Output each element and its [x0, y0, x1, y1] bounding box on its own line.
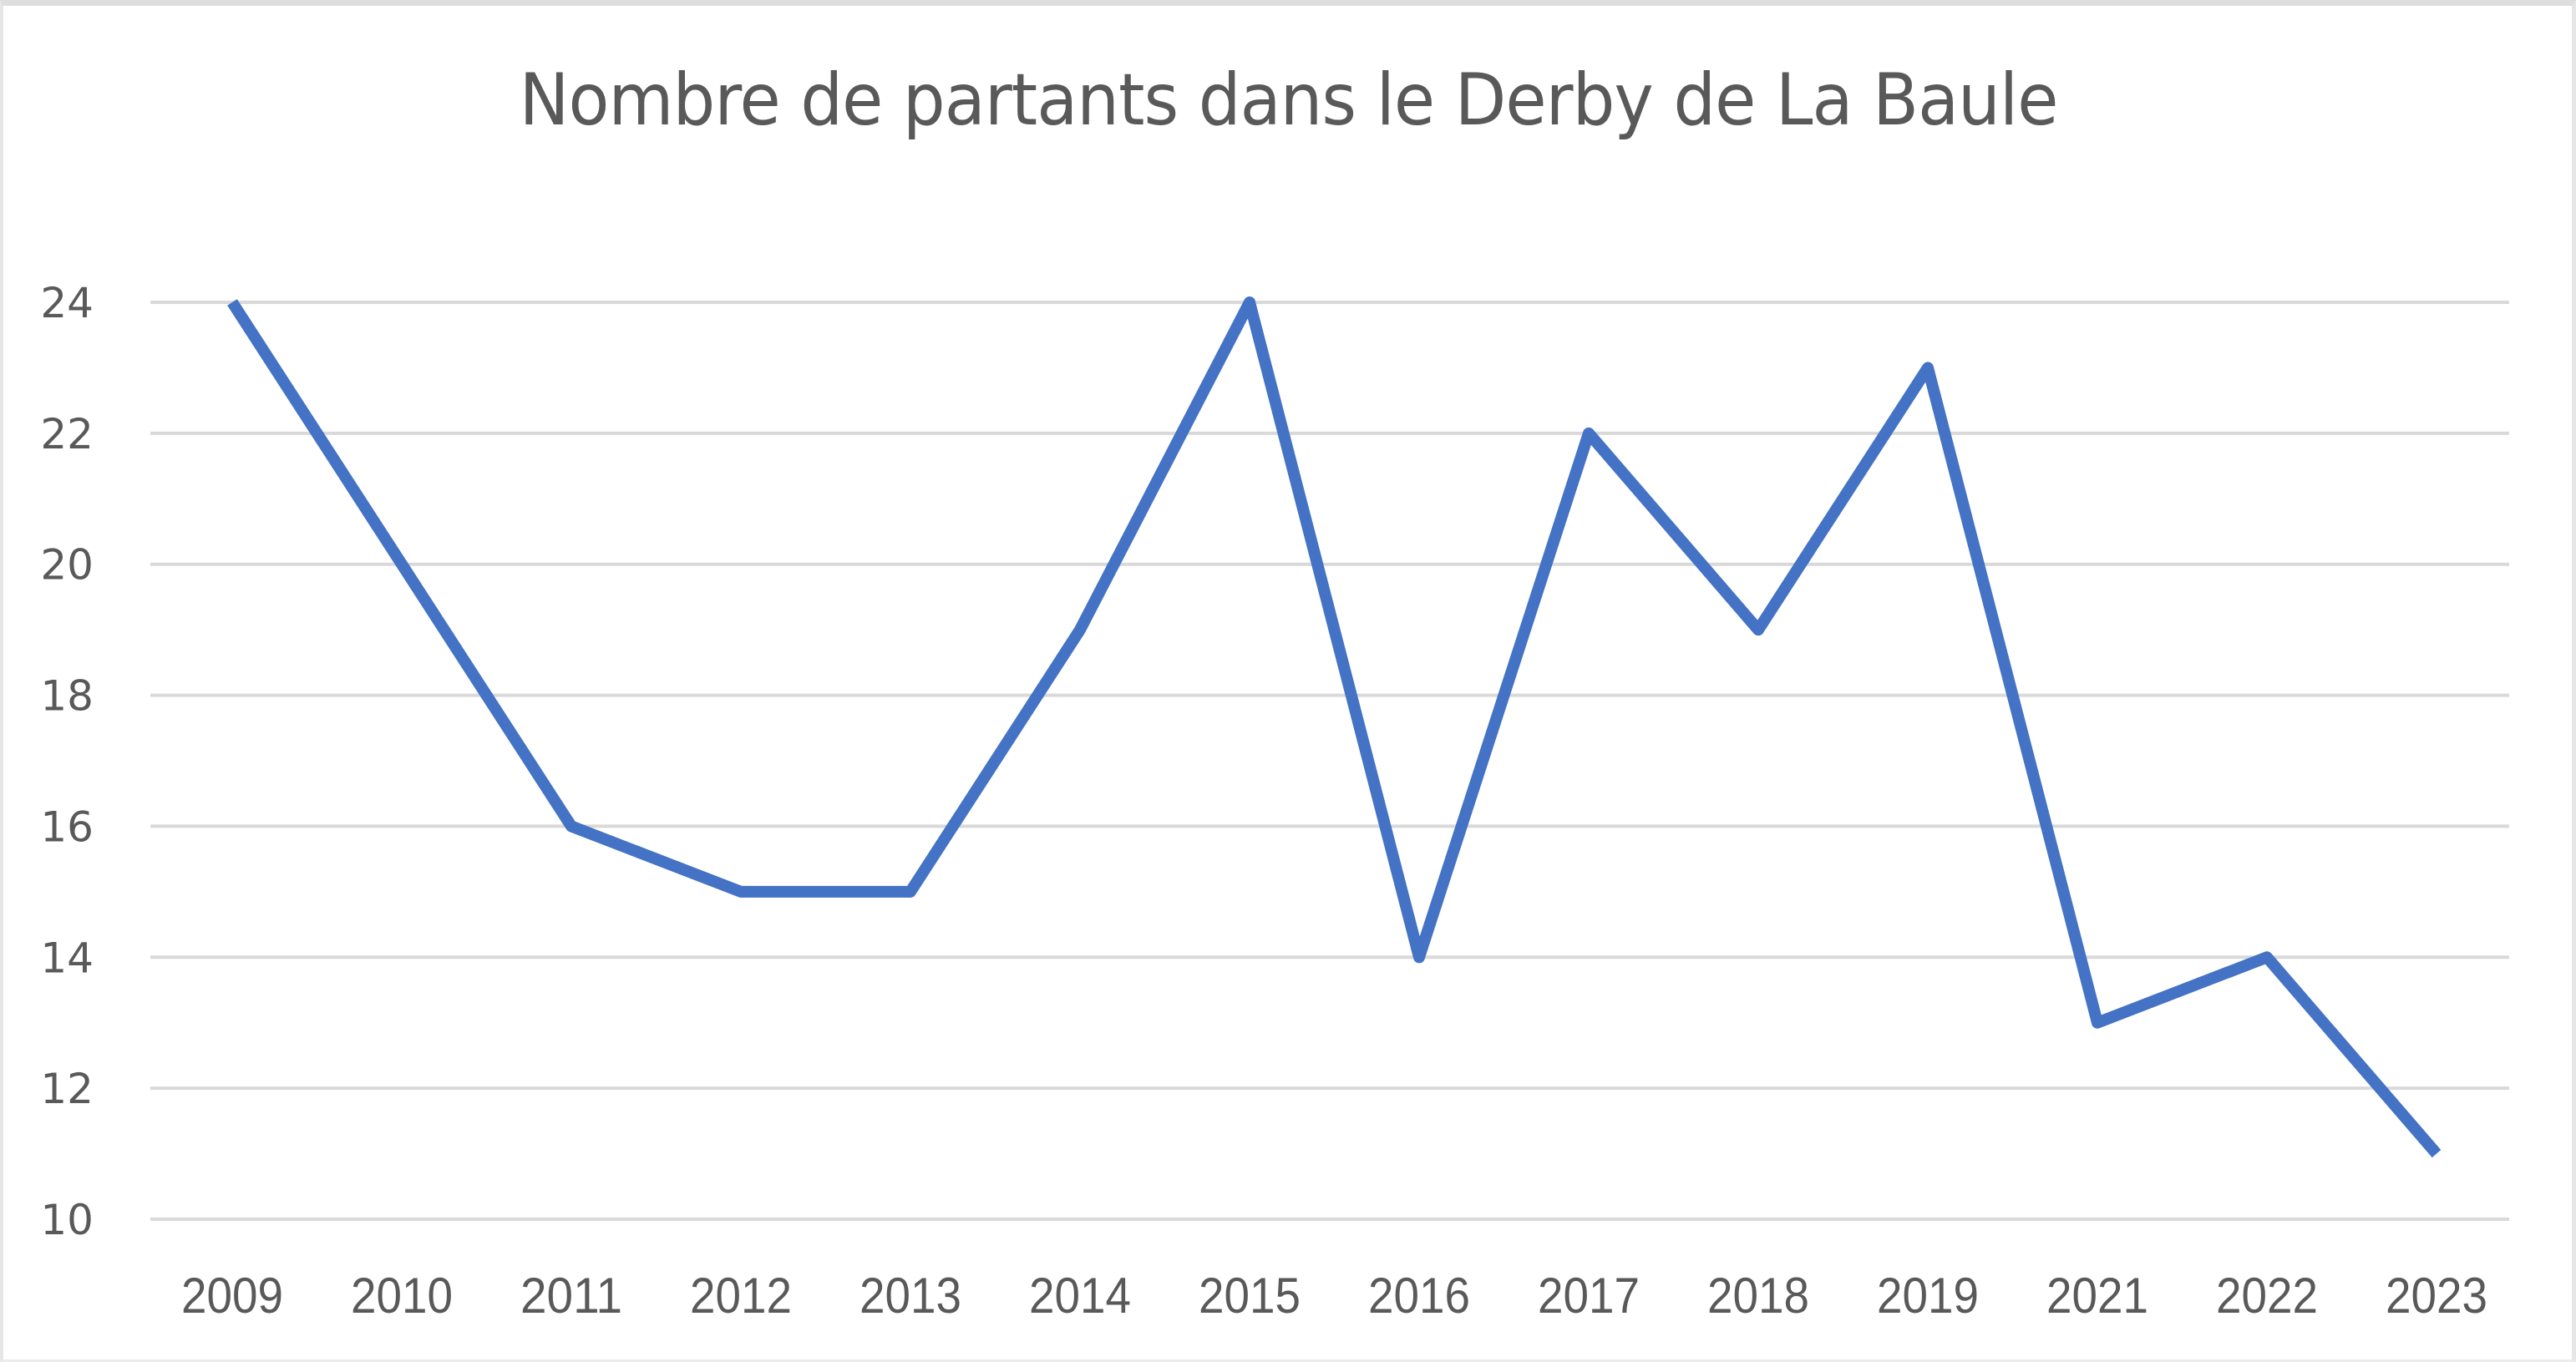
x-tick-label: 2013 — [860, 1268, 961, 1324]
gridlines — [150, 301, 2509, 1221]
x-tick-label: 2012 — [690, 1268, 792, 1324]
x-tick-label: 2019 — [1877, 1268, 1979, 1324]
x-tick-label: 2021 — [2046, 1268, 2148, 1324]
chart-title: Nombre de partants dans le Derby de La B… — [519, 58, 2059, 142]
y-tick-label: 12 — [40, 1065, 94, 1113]
x-axis-labels: 2009 2010 2011 2012 2013 2014 2015 2016 2017 2018… — [181, 1268, 2487, 1324]
y-tick-label: 18 — [40, 672, 94, 721]
x-tick-label: 2022 — [2216, 1268, 2318, 1324]
y-tick-label: 20 — [40, 541, 94, 590]
x-tick-label: 2016 — [1368, 1268, 1470, 1324]
x-tick-label: 2017 — [1538, 1268, 1640, 1324]
y-axis-labels: 24 22 20 18 16 14 12 10 — [40, 279, 94, 1244]
x-tick-label: 2011 — [520, 1268, 622, 1324]
y-tick-label: 22 — [40, 410, 94, 458]
y-tick-label: 24 — [40, 279, 94, 327]
x-tick-label: 2009 — [181, 1268, 283, 1324]
x-tick-label: 2010 — [351, 1268, 453, 1324]
x-tick-label: 2014 — [1029, 1268, 1131, 1324]
y-tick-label: 16 — [40, 803, 94, 851]
x-tick-label: 2023 — [2386, 1268, 2487, 1324]
x-tick-label: 2015 — [1199, 1268, 1301, 1324]
y-tick-label: 10 — [40, 1196, 94, 1244]
series-line — [227, 296, 2442, 1158]
x-tick-label: 2018 — [1707, 1268, 1809, 1324]
y-tick-label: 14 — [40, 934, 94, 982]
